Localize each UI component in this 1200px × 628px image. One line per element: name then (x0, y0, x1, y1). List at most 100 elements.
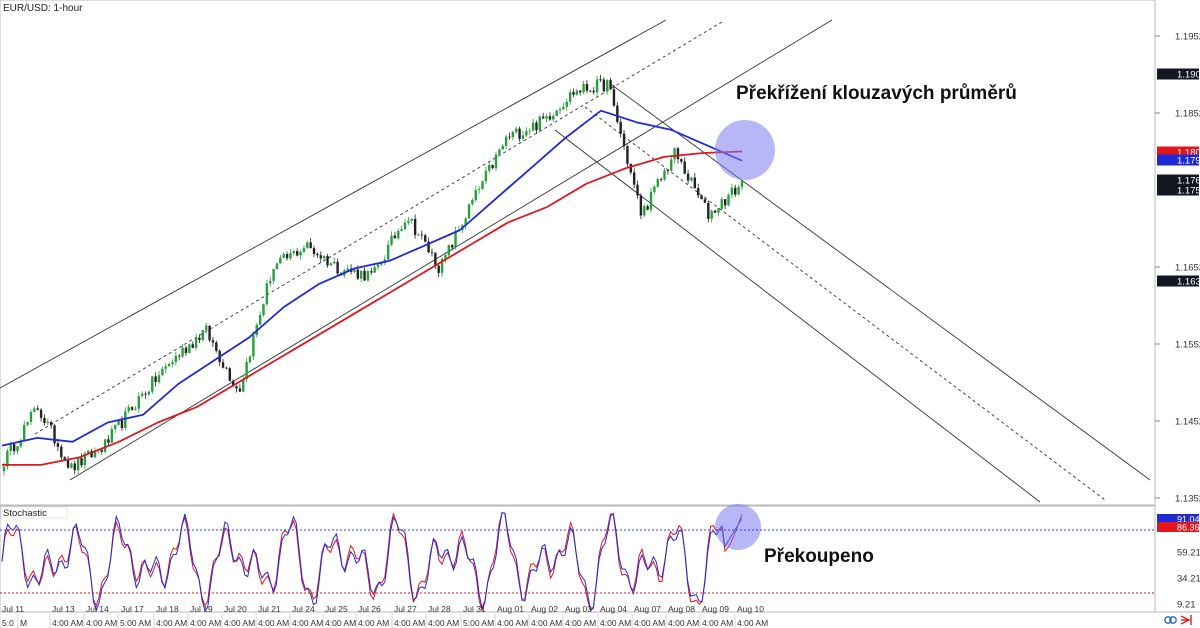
price-tick-label: 1.1852 (1175, 109, 1200, 120)
candle-body (231, 380, 235, 387)
candle-body (6, 450, 9, 467)
down-channel-mid (584, 106, 1106, 501)
candle-body (467, 204, 471, 219)
candle-body (127, 407, 130, 412)
price-tag (1157, 146, 1199, 158)
candle-body (498, 149, 501, 155)
candle-body (275, 263, 279, 270)
date-label: Aug 07 (634, 604, 661, 614)
candle-body (262, 304, 265, 315)
candle-body (464, 218, 467, 226)
candle-body (477, 188, 481, 190)
price-tag-label: 1.1790 (1177, 156, 1200, 167)
candle-body (151, 376, 154, 392)
candle-body (2, 466, 6, 472)
date-label: Jul 11 (2, 604, 24, 614)
candle-body (221, 362, 225, 368)
price-tick-label: 1.1452 (1175, 417, 1200, 428)
candle-body (329, 263, 333, 266)
candle-body (215, 342, 218, 351)
candle-body (612, 89, 616, 106)
candle-body (120, 420, 124, 429)
candle-body (390, 235, 393, 245)
date-label: Aug 01 (497, 604, 524, 614)
candle-body (666, 170, 670, 172)
candle-body (292, 251, 296, 254)
candle-body (178, 355, 181, 357)
candle-body (568, 92, 572, 102)
candle-body (683, 161, 686, 174)
candle-body (49, 421, 53, 426)
candle-body (184, 347, 188, 354)
candle-body (552, 115, 555, 120)
candle-body (417, 234, 420, 236)
candle-body (252, 335, 255, 357)
candle-body (235, 386, 238, 389)
down-channel-lower (554, 129, 1041, 503)
candle-body (643, 206, 646, 216)
overbought-annotation: Překoupeno (764, 546, 874, 567)
candle-body (430, 252, 434, 254)
candle-body (201, 330, 205, 341)
candle-body (427, 241, 430, 253)
candle-body (90, 450, 93, 458)
candle-body (167, 363, 171, 367)
price-tag (1157, 174, 1199, 186)
channel-lower (69, 19, 833, 481)
price-tag-label: 1.1903 (1177, 70, 1200, 81)
candle-body (137, 396, 140, 409)
candle-body (680, 159, 683, 162)
candle-body (245, 362, 248, 380)
candle-body (632, 172, 636, 185)
candle-body (46, 421, 50, 424)
price-tick-label: 1.1652 (1175, 263, 1200, 274)
candle-body (289, 253, 292, 259)
candle-body (720, 199, 723, 209)
candle-body (100, 449, 103, 452)
candle-body (299, 251, 302, 256)
candle-body (437, 265, 440, 273)
candle-body (565, 101, 568, 107)
candle-body (484, 170, 488, 182)
candle-body (386, 244, 390, 260)
candle-body (333, 261, 336, 264)
candle-body (531, 122, 535, 131)
time-label: 4:00 AM (156, 618, 187, 628)
candle-body (656, 179, 659, 187)
price-pane[interactable] (0, 0, 1156, 506)
candle-body (589, 90, 592, 92)
candle-body (63, 457, 66, 461)
candle-body (474, 189, 477, 200)
share-icon[interactable] (1180, 615, 1192, 625)
link-icon[interactable] (1164, 616, 1177, 624)
candle-body (322, 256, 326, 259)
candle-body (380, 263, 383, 265)
candle-body (609, 80, 612, 90)
price-tag (1157, 68, 1199, 80)
date-label: Jul 24 (292, 604, 315, 614)
candle-body (194, 337, 198, 348)
candle-body (103, 439, 107, 452)
stochastic-tick-label: 9.21 (1177, 600, 1196, 611)
crossover-annotation: Překřížení klouzavých průměrů (736, 83, 1017, 104)
candle-body (198, 337, 201, 341)
candle-body (83, 453, 87, 466)
stochastic-tag (1157, 522, 1199, 532)
time-label: M (20, 618, 27, 628)
candle-body (693, 177, 697, 189)
candle-body (535, 122, 538, 131)
candle-body (501, 145, 504, 150)
date-label: Jul 13 (52, 604, 75, 614)
price-tick-label: 1.1952 (1175, 32, 1200, 43)
price-tag-label: 1.1636 (1177, 277, 1200, 288)
candle-body (33, 408, 36, 412)
candle-body (562, 106, 565, 110)
candle-body (282, 254, 285, 258)
candle-body (29, 411, 33, 422)
candle-body (73, 463, 76, 471)
time-label: 4:00 AM (325, 618, 356, 628)
candle-body (110, 429, 114, 443)
candle-body (450, 245, 454, 248)
candle-body (140, 393, 144, 397)
